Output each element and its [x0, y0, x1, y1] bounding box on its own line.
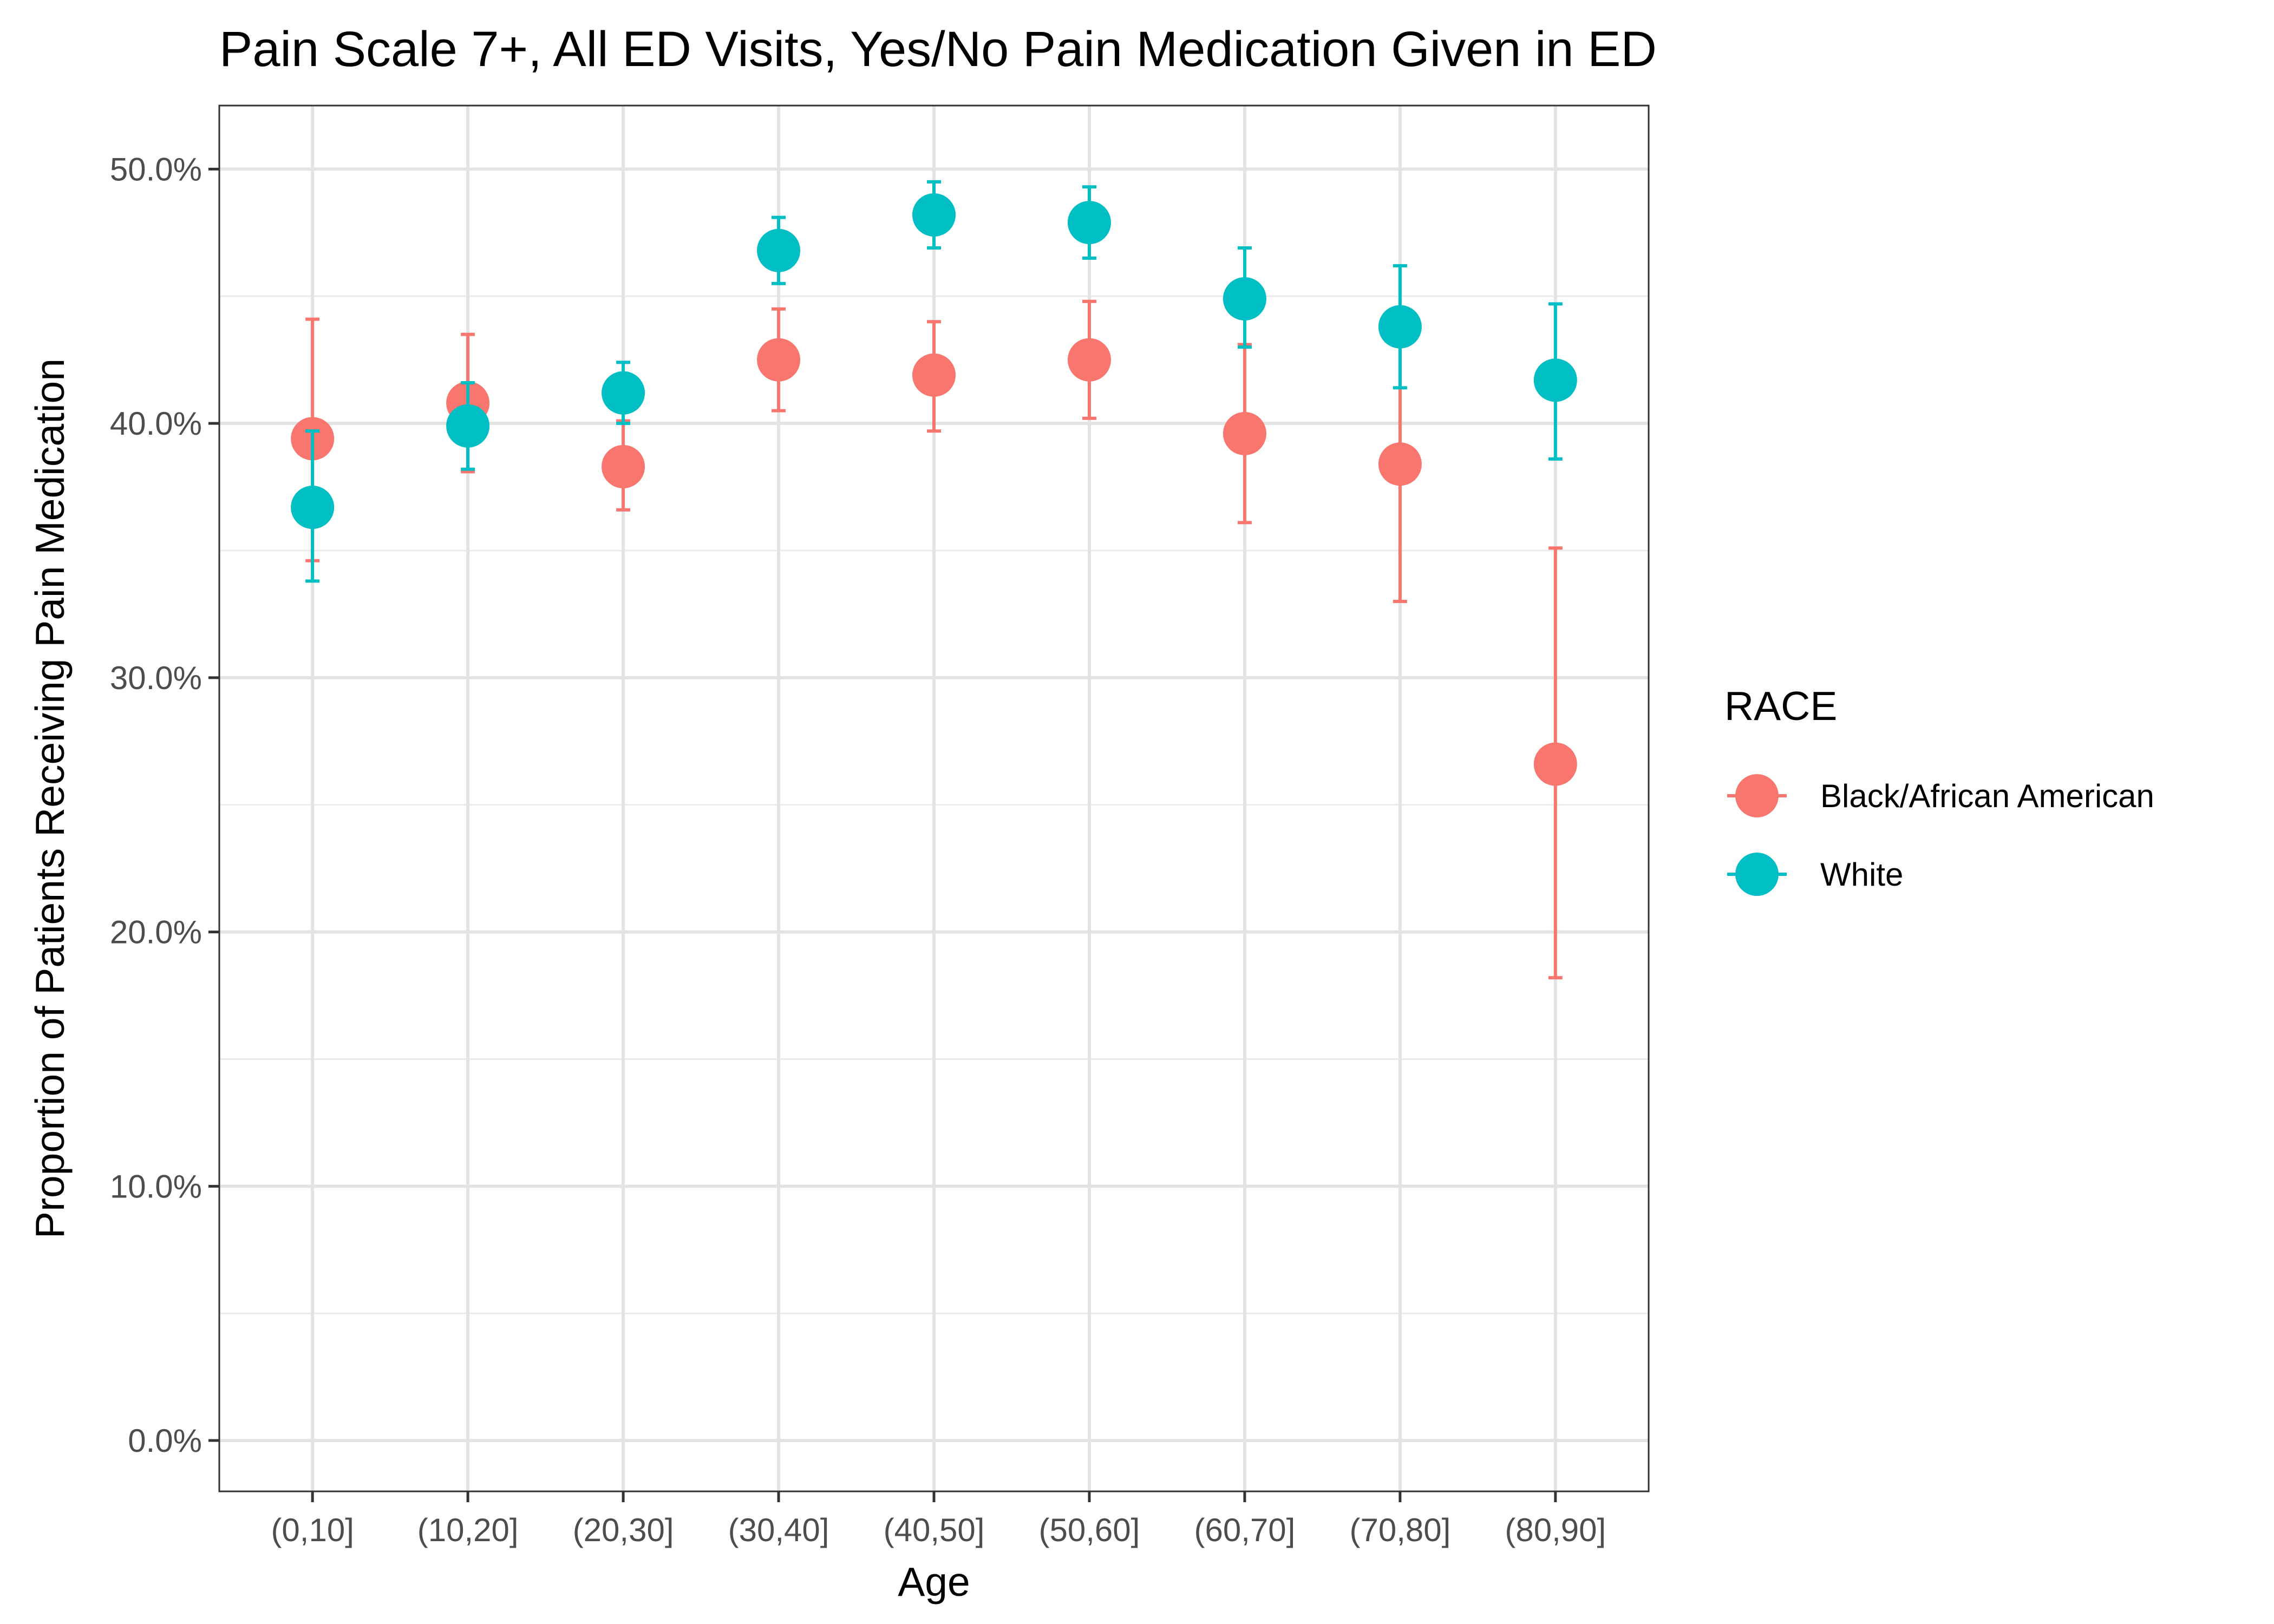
x-tick-label: (40,50]	[884, 1512, 985, 1548]
data-point	[602, 445, 645, 489]
x-tick-label: (0,10]	[271, 1512, 354, 1548]
y-tick-label: 0.0%	[128, 1423, 202, 1459]
y-tick-label: 20.0%	[110, 914, 202, 951]
y-tick-label: 40.0%	[110, 405, 202, 442]
data-point	[757, 228, 801, 272]
data-point	[1378, 305, 1422, 349]
x-tick-label: (80,90]	[1505, 1512, 1606, 1548]
x-tick-label: (70,80]	[1349, 1512, 1450, 1548]
y-axis-title: Proportion of Patients Receiving Pain Me…	[27, 358, 73, 1239]
data-point	[1533, 358, 1577, 402]
series-layer	[291, 180, 1577, 980]
legend-label-1: Black/African American	[1820, 778, 2154, 814]
x-tick-label: (50,60]	[1039, 1512, 1140, 1548]
series-2	[291, 180, 1577, 583]
data-point	[912, 193, 956, 237]
legend-title: RACE	[1724, 683, 1837, 729]
x-tick-label: (30,40]	[728, 1512, 829, 1548]
x-tick-label: (10,20]	[417, 1512, 519, 1548]
data-point	[1223, 277, 1266, 320]
grid	[219, 106, 1649, 1491]
y-tick-label: 30.0%	[110, 660, 202, 696]
y-tick-label: 10.0%	[110, 1168, 202, 1204]
data-point	[1533, 742, 1577, 786]
data-point	[291, 486, 335, 529]
legend: RACE Black/African American White	[1724, 683, 2154, 896]
axes: 0.0% 10.0% 20.0% 30.0% 40.0% 50.0% (0,10] (10,2…	[110, 151, 1606, 1548]
legend-label-2: White	[1820, 856, 1903, 893]
legend-key-1	[1727, 774, 1787, 817]
legend-key-point	[1735, 774, 1779, 817]
x-tick-label: (20,30]	[573, 1512, 674, 1548]
data-point	[912, 353, 956, 397]
data-point	[602, 371, 645, 415]
y-tick-label: 50.0%	[110, 151, 202, 187]
data-point	[1378, 442, 1422, 486]
data-point	[757, 338, 801, 382]
data-point	[1223, 411, 1266, 455]
data-point	[446, 404, 490, 448]
legend-key-point	[1735, 853, 1779, 896]
data-point	[1067, 338, 1111, 382]
x-tick-label: (60,70]	[1194, 1512, 1296, 1548]
data-point	[1067, 201, 1111, 245]
legend-key-2	[1727, 853, 1787, 896]
x-axis-title: Age	[898, 1559, 970, 1605]
chart-title: Pain Scale 7+, All ED Visits, Yes/No Pai…	[219, 22, 1657, 77]
